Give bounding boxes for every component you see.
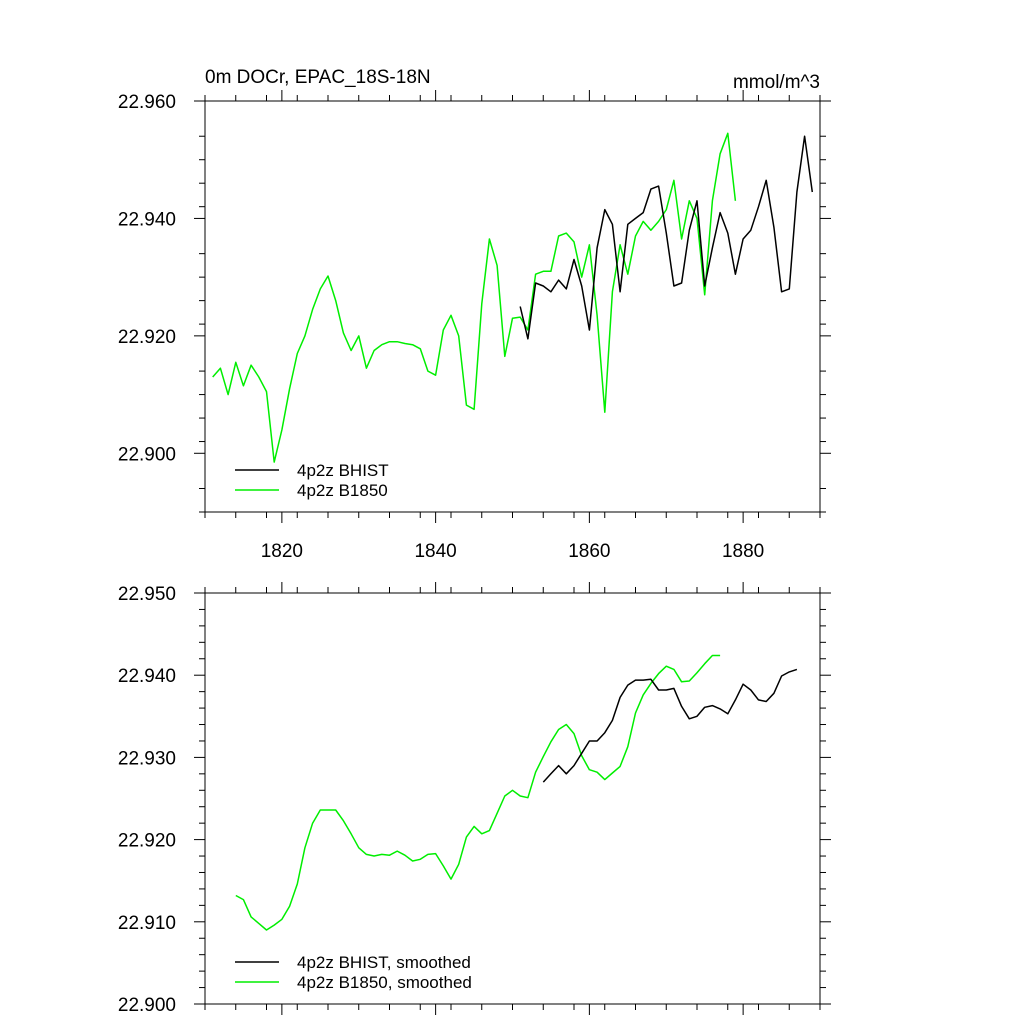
y-tick-label: 22.900 [118, 995, 176, 1016]
bottom-series-lines [235, 654, 798, 931]
top-panel-units: mmol/m^3 [733, 72, 820, 93]
top-panel: 0m DOCr, EPAC_18S-18N mmol/m^3 1820 1840 1… [118, 67, 831, 562]
series-line-bhist [542, 668, 798, 783]
bottom-legend-label-b1850: 4p2z B1850, smoothed [297, 973, 472, 992]
top-plot-frame [204, 100, 821, 513]
series-line-b1850 [212, 132, 737, 463]
y-tick-label: 22.900 [118, 444, 176, 465]
y-tick-label: 22.910 [118, 913, 176, 934]
top-tick-labels: 1820 1840 1860 1880 22.900 22.920 22.940 22.960 [118, 92, 764, 562]
bottom-panel: 22.900 22.910 22.920 22.930 22.940 22.950 4p2… [118, 582, 831, 1016]
top-legend-label-bhist: 4p2z BHIST [297, 461, 389, 480]
y-tick-label: 22.940 [118, 666, 176, 687]
series-line-b1850 [235, 654, 721, 931]
top-series-lines [212, 132, 814, 463]
y-tick-label: 22.920 [118, 831, 176, 852]
series-line-bhist [519, 135, 814, 340]
bottom-tick-labels: 22.900 22.910 22.920 22.930 22.940 22.950 [118, 584, 176, 1016]
y-tick-label: 22.920 [118, 327, 176, 348]
bottom-tick-marks [194, 582, 831, 1015]
top-tick-marks [194, 90, 831, 523]
x-tick-label: 1880 [722, 541, 764, 562]
top-legend-label-b1850: 4p2z B1850 [297, 481, 388, 500]
bottom-legend-label-bhist: 4p2z BHIST, smoothed [297, 953, 471, 972]
x-tick-label: 1840 [414, 541, 456, 562]
bottom-plot-frame [204, 592, 821, 1005]
top-panel-title: 0m DOCr, EPAC_18S-18N [205, 67, 431, 88]
bottom-legend: 4p2z BHIST, smoothed 4p2z B1850, smoothe… [235, 953, 472, 992]
x-tick-label: 1860 [568, 541, 610, 562]
y-tick-label: 22.940 [118, 209, 176, 230]
top-legend: 4p2z BHIST 4p2z B1850 [235, 461, 389, 500]
y-tick-label: 22.930 [118, 748, 176, 769]
y-tick-label: 22.950 [118, 584, 176, 605]
y-tick-label: 22.960 [118, 92, 176, 113]
x-tick-label: 1820 [261, 541, 303, 562]
